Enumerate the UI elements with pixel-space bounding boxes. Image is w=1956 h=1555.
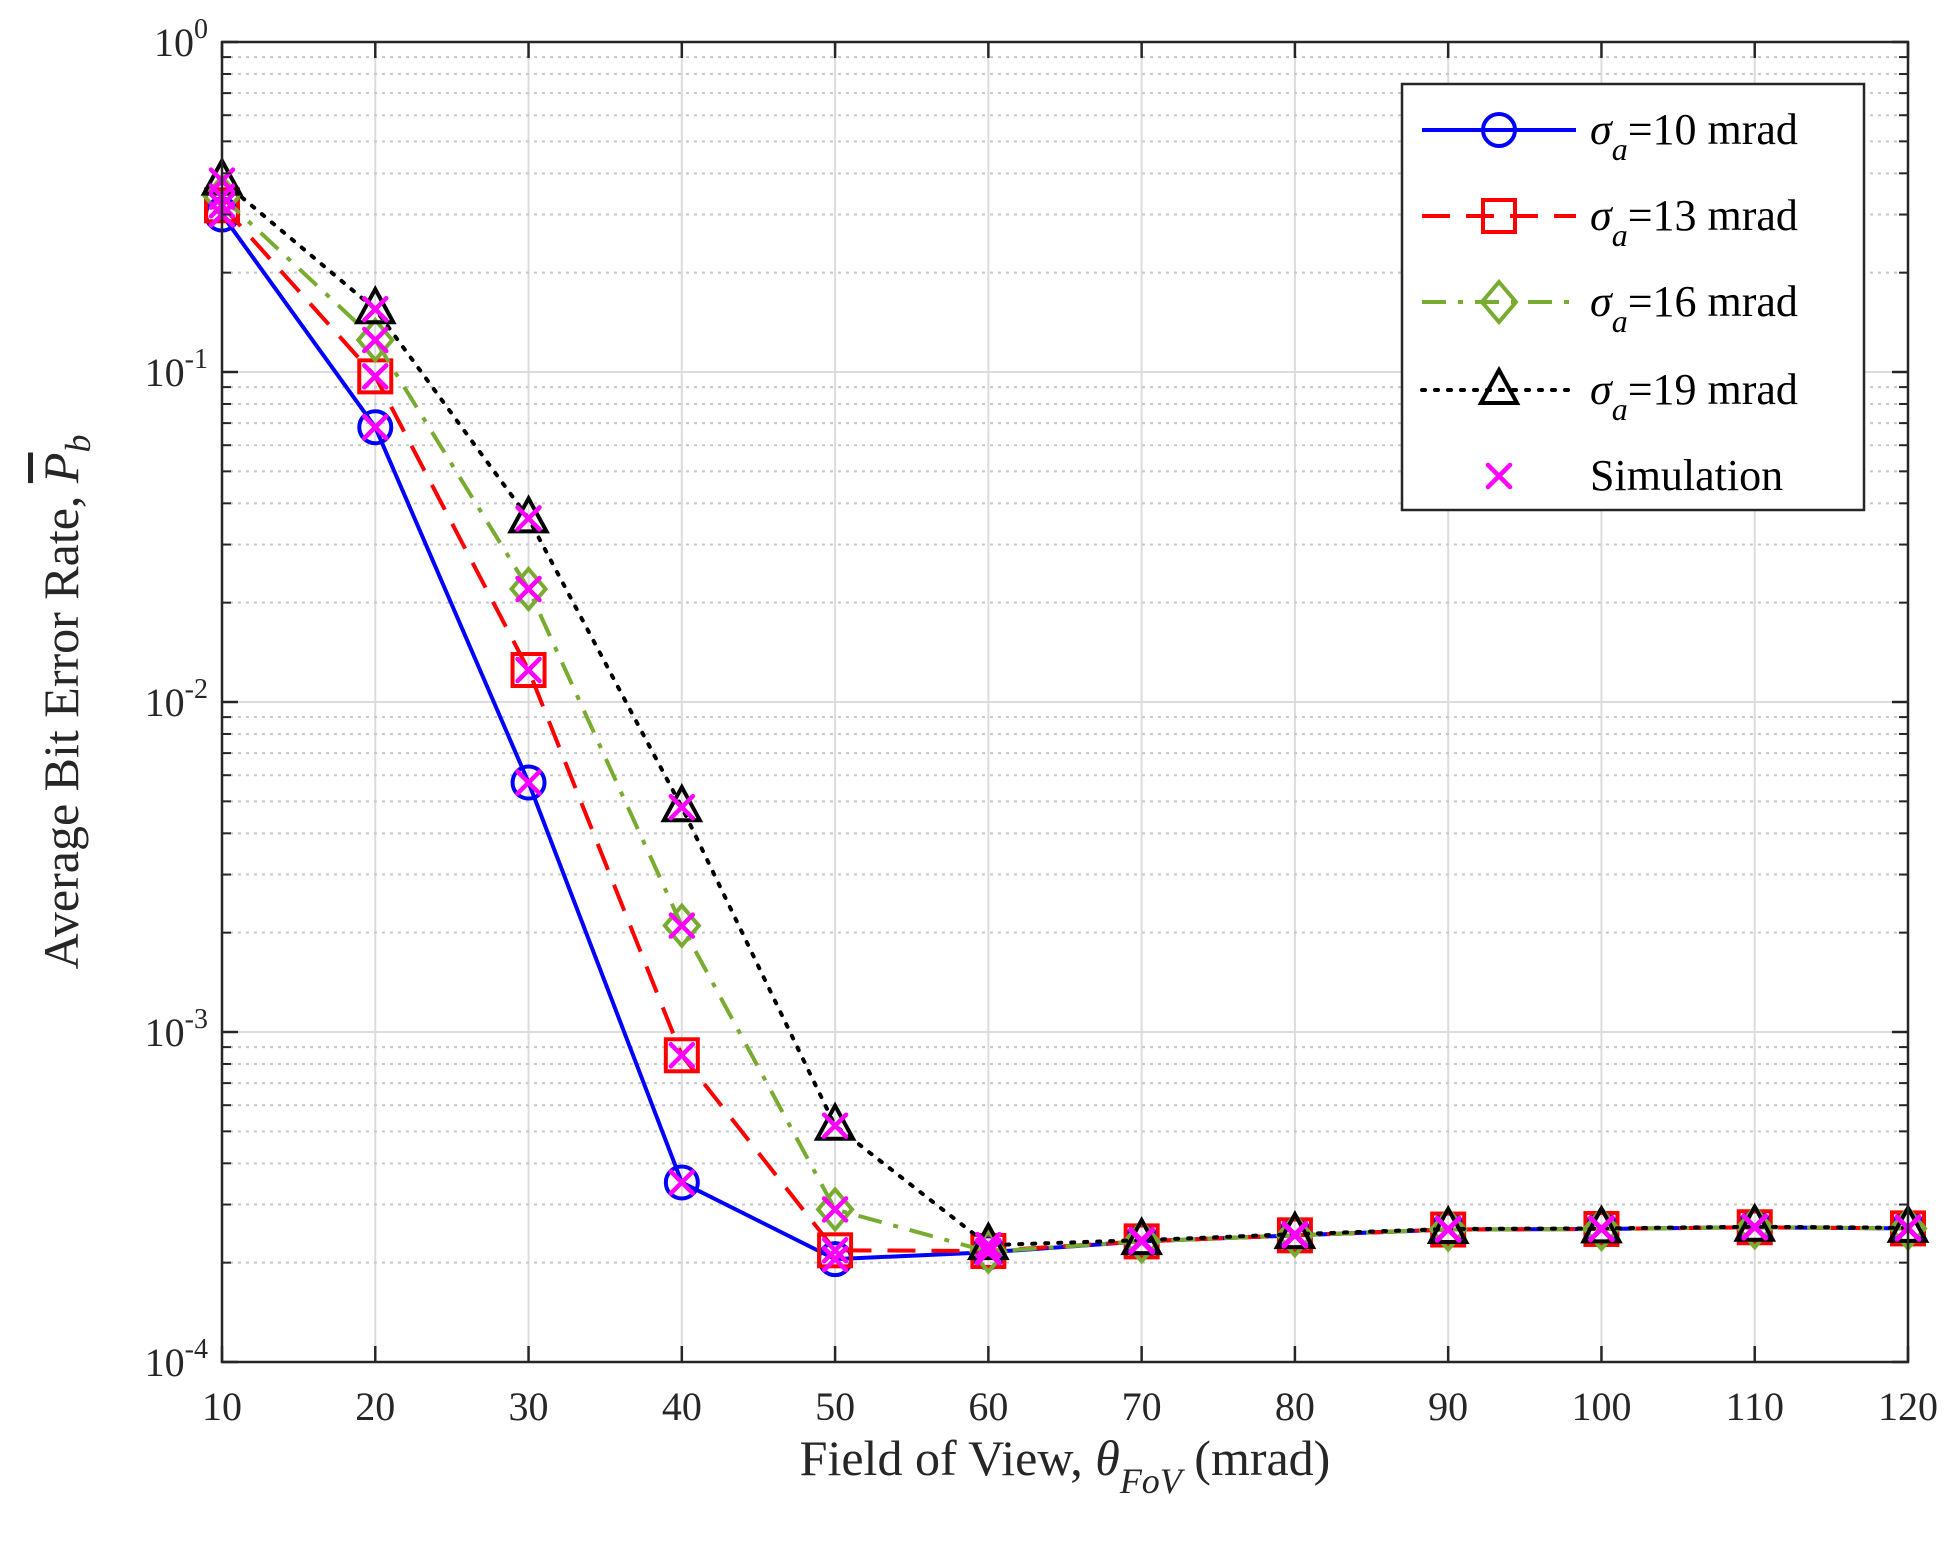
x-tick-label: 70 bbox=[1122, 1384, 1162, 1429]
legend-entry-simulation: Simulation bbox=[1485, 451, 1783, 500]
simulation-marker bbox=[515, 505, 542, 532]
simulation-marker bbox=[668, 912, 696, 939]
legend: σa=10 mrad σa=13 mrad σa=16 mrad σa=19 mrad… bbox=[1400, 82, 1866, 512]
legend-marker bbox=[1479, 278, 1519, 326]
simulation-marker bbox=[1128, 1226, 1155, 1254]
series-marker bbox=[1733, 1202, 1777, 1242]
series-marker bbox=[663, 1037, 700, 1074]
simulation-marker bbox=[515, 656, 542, 684]
simulation-marker bbox=[362, 363, 389, 390]
y-label-subscript: b bbox=[58, 435, 98, 453]
x-tick-label: 20 bbox=[355, 1384, 395, 1429]
series-marker bbox=[817, 1232, 854, 1269]
series-marker bbox=[1428, 1206, 1468, 1253]
simulation-marker bbox=[362, 295, 389, 323]
legend-label: σa=16 mrad bbox=[1590, 277, 1798, 339]
y-label-text: Average Bit Error Rate, bbox=[33, 483, 89, 969]
series-marker bbox=[510, 764, 547, 801]
legend-entry-4: σa=19 mrad bbox=[1420, 365, 1798, 427]
legend-entry-1: σa=10 mrad bbox=[1422, 105, 1798, 167]
x-tick-label: 60 bbox=[968, 1384, 1008, 1429]
y-tick-label: 10-2 bbox=[145, 674, 208, 725]
series-layer bbox=[200, 156, 1930, 1278]
simulation-marker bbox=[821, 1196, 849, 1223]
series-marker bbox=[1273, 1209, 1317, 1250]
simulation-marker bbox=[1281, 1220, 1309, 1248]
series-marker bbox=[353, 285, 397, 325]
x-label-suffix: (mrad) bbox=[1182, 1430, 1331, 1486]
simulation-marker bbox=[668, 793, 696, 821]
simulation-marker bbox=[362, 414, 389, 441]
series-marker bbox=[357, 409, 394, 446]
series-line bbox=[220, 178, 1910, 1248]
legend-marker bbox=[1481, 112, 1517, 148]
series-marker bbox=[1120, 1215, 1164, 1256]
y-tick-label: 10-4 bbox=[145, 1334, 208, 1385]
simulation-marker bbox=[1588, 1215, 1615, 1242]
simulation-marker bbox=[515, 575, 542, 603]
simulation-marker bbox=[821, 1112, 849, 1139]
legend-label: σa=13 mrad bbox=[1590, 191, 1798, 253]
y-tick-labels: 100 10-1 10-2 10-3 10-4 bbox=[145, 14, 208, 1385]
series-marker bbox=[1122, 1218, 1162, 1265]
x-tick-label: 10 bbox=[202, 1384, 242, 1429]
series-marker bbox=[662, 902, 702, 949]
series-marker bbox=[1735, 1204, 1775, 1251]
series-marker bbox=[355, 316, 395, 364]
y-tick-label: 10-1 bbox=[145, 344, 208, 395]
series-marker bbox=[1426, 1204, 1470, 1244]
simulation-layer bbox=[208, 167, 1922, 1273]
x-tick-label: 120 bbox=[1878, 1384, 1938, 1429]
legend-entry-2: σa=13 mrad bbox=[1422, 191, 1798, 253]
series-marker bbox=[815, 1186, 855, 1233]
x-tick-label: 110 bbox=[1725, 1384, 1784, 1429]
simulation-marker bbox=[821, 1245, 849, 1273]
series-marker bbox=[508, 565, 549, 613]
simulation-marker bbox=[975, 1238, 1002, 1265]
series-line bbox=[220, 203, 1909, 1253]
simulation-marker bbox=[515, 769, 542, 796]
legend-label: σa=10 mrad bbox=[1590, 105, 1798, 167]
y-tick-label: 100 bbox=[154, 14, 208, 65]
x-label-symbol: θ bbox=[1095, 1430, 1120, 1486]
simulation-marker bbox=[668, 1169, 696, 1196]
simulation-marker bbox=[668, 1042, 696, 1069]
grid bbox=[221, 41, 1909, 1363]
series-marker bbox=[813, 1101, 857, 1141]
x-tick-label: 100 bbox=[1571, 1384, 1631, 1429]
simulation-marker bbox=[821, 1237, 849, 1264]
simulation-marker bbox=[362, 326, 389, 354]
legend-marker bbox=[1481, 198, 1517, 234]
axis-ticks bbox=[220, 40, 1910, 1364]
y-label-symbol: P bbox=[33, 453, 89, 485]
x-tick-label: 40 bbox=[662, 1384, 702, 1429]
series-marker bbox=[1275, 1212, 1315, 1259]
y-tick-label: 10-3 bbox=[145, 1004, 208, 1055]
x-tick-label: 30 bbox=[509, 1384, 549, 1429]
simulation-marker bbox=[1741, 1213, 1768, 1240]
legend-marker bbox=[1477, 365, 1521, 405]
legend-label: Simulation bbox=[1590, 451, 1783, 500]
x-label-prefix: Field of View, bbox=[800, 1430, 1096, 1486]
x-tick-label: 80 bbox=[1275, 1384, 1315, 1429]
x-tick-label: 90 bbox=[1428, 1384, 1468, 1429]
series-marker bbox=[1580, 1204, 1623, 1244]
x-label-subscript: FoV bbox=[1119, 1461, 1186, 1501]
x-tick-label: 50 bbox=[815, 1384, 855, 1429]
simulation-marker bbox=[975, 1231, 1002, 1259]
series-marker bbox=[507, 494, 550, 534]
legend-entry-3: σa=16 mrad bbox=[1422, 277, 1798, 339]
series-marker bbox=[510, 652, 547, 689]
x-axis-label: Field of View, θFoV (mrad) bbox=[800, 1430, 1331, 1501]
legend-marker bbox=[1485, 462, 1513, 490]
series-marker bbox=[660, 783, 704, 823]
simulation-marker bbox=[1434, 1215, 1462, 1243]
x-tick-labels: 10 20 30 40 50 60 70 80 90 100 110 120 bbox=[202, 1384, 1938, 1429]
series-marker bbox=[663, 1164, 700, 1201]
series-marker bbox=[1581, 1205, 1622, 1253]
legend-label: σa=19 mrad bbox=[1590, 365, 1798, 427]
y-axis-label: Average Bit Error Rate, Pb bbox=[33, 435, 98, 970]
legend-box bbox=[1400, 82, 1866, 512]
